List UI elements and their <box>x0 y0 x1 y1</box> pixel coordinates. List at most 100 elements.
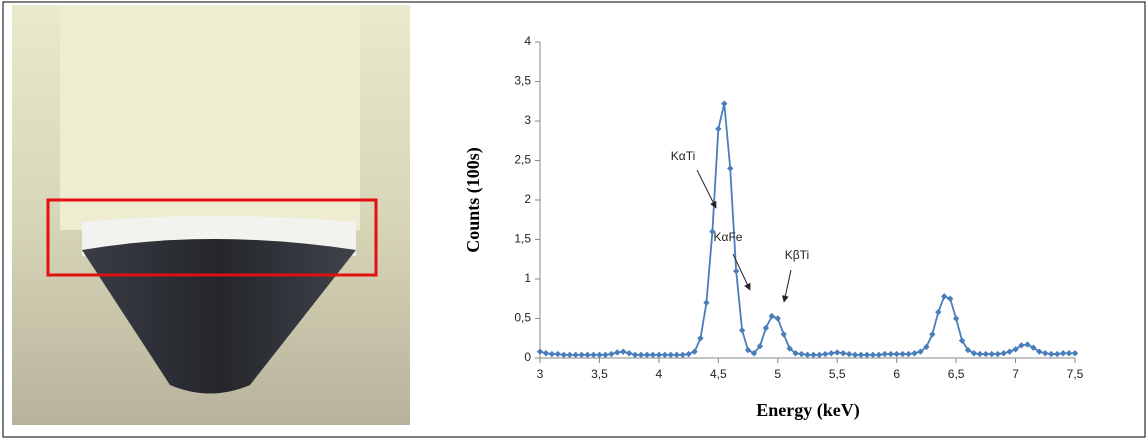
data-point <box>685 350 692 358</box>
data-point <box>982 350 990 358</box>
data-point <box>935 308 942 316</box>
data-point <box>863 351 871 359</box>
data-point <box>614 349 621 356</box>
data-point <box>917 348 924 355</box>
data-point <box>572 351 579 359</box>
data-point <box>608 350 615 358</box>
data-point <box>869 351 877 359</box>
data-point <box>1048 350 1055 358</box>
y-tick-label: 4 <box>524 34 531 48</box>
x-tick-label: 5,5 <box>829 367 846 381</box>
data-point <box>554 350 562 358</box>
annotation: KαFe <box>714 230 743 244</box>
data-point <box>625 350 633 357</box>
data-point <box>661 351 669 359</box>
annotation-arrow <box>732 253 751 291</box>
data-point <box>893 350 900 358</box>
data-point <box>1018 342 1025 349</box>
data-point <box>941 293 948 300</box>
y-tick-label: 0 <box>524 350 531 364</box>
data-point <box>691 348 698 355</box>
data-point <box>923 343 930 351</box>
data-point <box>1065 350 1073 357</box>
data-point <box>709 228 716 235</box>
annotation: KαTi <box>671 149 696 163</box>
data-point <box>1036 348 1043 355</box>
data-point <box>875 351 883 359</box>
data-point <box>1006 348 1013 355</box>
y-axis-label: Counts (100s) <box>463 147 484 253</box>
data-point <box>911 350 918 357</box>
x-tick-label: 5 <box>774 367 781 381</box>
data-point <box>727 165 734 172</box>
data-point <box>994 350 1001 358</box>
data-point <box>857 351 865 359</box>
data-point <box>1042 350 1049 357</box>
x-axis-label: Energy (keV) <box>756 400 859 421</box>
data-point <box>703 299 710 306</box>
data-point <box>899 350 906 358</box>
data-point <box>988 350 995 358</box>
data-point <box>839 350 847 357</box>
x-tick-label: 4 <box>656 367 663 381</box>
annotation: KβTi <box>785 248 809 262</box>
annotation-arrow <box>781 269 792 303</box>
data-point <box>952 315 960 322</box>
data-point <box>602 351 609 359</box>
highlight-box <box>46 198 378 277</box>
data-point <box>667 351 674 359</box>
x-tick-label: 3,5 <box>591 367 608 381</box>
data-point <box>964 346 972 354</box>
data-point <box>620 348 627 355</box>
data-point <box>1071 350 1079 357</box>
data-point <box>637 351 645 359</box>
data-point <box>958 337 966 344</box>
data-point <box>566 351 573 359</box>
y-tick-label: 2,5 <box>514 153 531 167</box>
data-point <box>881 350 888 358</box>
data-point <box>756 342 764 350</box>
data-point <box>1059 350 1067 357</box>
data-point <box>715 125 722 133</box>
data-point <box>738 327 746 334</box>
data-point <box>976 350 984 358</box>
data-point <box>774 315 781 322</box>
x-tick-label: 6,5 <box>948 367 965 381</box>
data-point <box>792 350 799 357</box>
data-point <box>845 350 853 358</box>
data-point <box>828 350 835 357</box>
data-point <box>596 351 603 359</box>
x-tick-label: 3 <box>537 367 544 381</box>
data-point <box>732 267 740 275</box>
data-point <box>744 346 752 354</box>
data-point <box>1024 341 1031 348</box>
annotation-arrow <box>696 169 717 209</box>
data-point <box>905 350 912 358</box>
photo <box>12 5 410 425</box>
x-tick-label: 7 <box>1012 367 1019 381</box>
x-tick-label: 6 <box>893 367 900 381</box>
data-point <box>560 351 567 359</box>
data-point <box>578 351 585 359</box>
data-point <box>1030 344 1037 351</box>
y-tick-label: 3 <box>524 113 531 127</box>
data-point <box>946 295 954 302</box>
data-point <box>643 351 651 359</box>
y-tick-label: 1 <box>524 271 531 285</box>
data-point <box>1053 350 1061 358</box>
chart: Energy (keV) Counts (100s) 0 0,5 1 1,5 2 2,5 3… <box>463 34 1084 421</box>
data-point <box>762 324 770 332</box>
data-point <box>768 312 776 320</box>
data-point <box>780 331 787 338</box>
data-point <box>816 351 823 359</box>
data-line <box>539 103 1075 356</box>
data-point <box>929 331 936 338</box>
data-point <box>548 350 556 358</box>
data-point <box>631 351 639 359</box>
x-tick-label: 7,5 <box>1067 367 1084 381</box>
data-point <box>721 100 728 107</box>
y-tick-label: 2 <box>524 192 531 206</box>
data-point <box>822 350 829 358</box>
